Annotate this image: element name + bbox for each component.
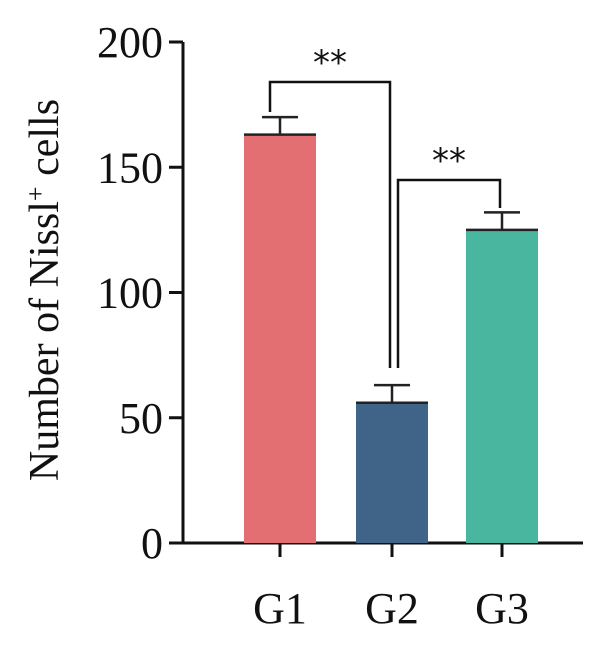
y-axis-label-main: Number of Nissl [22, 201, 68, 481]
significance-brackets: ** ** [268, 43, 502, 368]
bar-g1 [244, 134, 316, 543]
y-tick-label: 200 [97, 18, 163, 67]
bar-g2 [356, 402, 428, 543]
significance-bracket [268, 80, 392, 368]
y-tick-label: 50 [119, 394, 163, 443]
y-tick-label: 150 [97, 143, 163, 192]
y-axis-label: Number of Nissl+ cells [21, 99, 69, 481]
y-axis-label-tail: cells [22, 99, 68, 186]
y-tick-label: 100 [97, 269, 163, 318]
bars [244, 115, 538, 543]
y-tick-label: 0 [141, 519, 163, 568]
y-axis: 0 50 100 150 200 [97, 18, 185, 568]
x-axis: G1 G2 G3 [183, 541, 583, 633]
y-axis-label-sup: + [21, 186, 50, 201]
significance-label: ** [313, 43, 347, 83]
x-tick-label: G1 [253, 584, 307, 633]
x-tick-label: G2 [365, 584, 419, 633]
significance-label: ** [432, 141, 466, 181]
bar-g3 [466, 229, 538, 543]
significance-bracket [396, 178, 502, 368]
x-tick-label: G3 [475, 584, 529, 633]
